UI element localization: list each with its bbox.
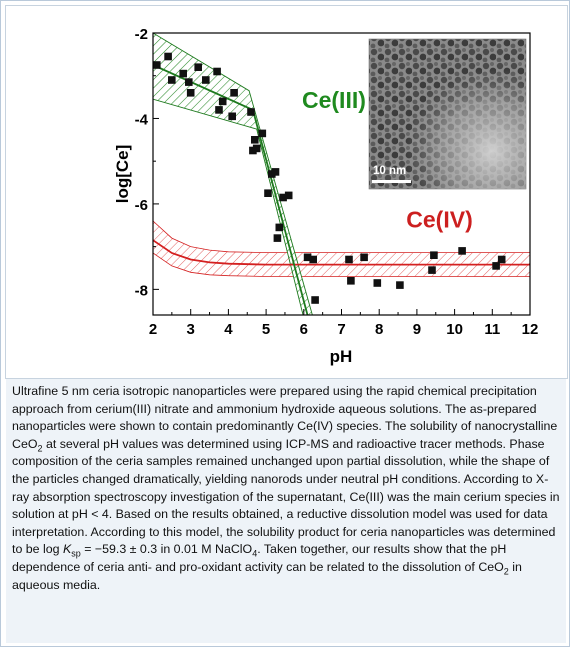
graphical-abstract: 10 nm 2 3 4 5 6 7 8 9 10 11 12 -2 -4 -6 -8 Ce(III) Ce(… xyxy=(5,5,568,379)
ce4-band-lower-edge xyxy=(153,252,530,277)
data-point xyxy=(258,129,267,138)
solubility-chart: 10 nm 2 3 4 5 6 7 8 9 10 11 12 -2 -4 -6 -8 Ce(III) Ce(… xyxy=(113,26,539,366)
data-point xyxy=(273,234,282,242)
x-tick-label: 3 xyxy=(187,321,195,338)
data-point xyxy=(284,191,293,200)
data-point xyxy=(347,277,355,285)
x-tick-label: 7 xyxy=(337,321,345,338)
data-point xyxy=(264,189,272,197)
k-symbol: K xyxy=(62,542,72,557)
data-point xyxy=(428,266,436,274)
tem-micrograph-inset: 10 nm xyxy=(368,38,527,190)
subscript-4: 4 xyxy=(252,548,258,559)
subscript-2: 2 xyxy=(37,443,43,454)
ce3-annotation: Ce(III) xyxy=(302,87,366,113)
ce4-fit-line xyxy=(153,239,530,266)
data-point xyxy=(271,168,280,176)
data-point xyxy=(360,253,368,262)
scale-bar xyxy=(372,180,411,183)
data-point xyxy=(311,296,319,304)
subscript-2b: 2 xyxy=(503,566,509,577)
data-point xyxy=(252,144,261,153)
y-tick-label: -4 xyxy=(135,111,149,128)
abstract-part-4: . Taken together, our results show that … xyxy=(12,542,507,574)
ce4-annotation: Ce(IV) xyxy=(406,206,472,232)
data-point xyxy=(168,76,176,84)
data-points xyxy=(153,52,506,304)
scale-bar-label: 10 nm xyxy=(373,165,406,177)
y-tick-label: -8 xyxy=(135,282,148,299)
abstract-part-5: in aqueous media. xyxy=(12,559,522,592)
data-point xyxy=(228,112,236,121)
data-point xyxy=(164,52,172,61)
x-tick-label: 5 xyxy=(262,321,270,338)
x-tick-label: 10 xyxy=(446,321,463,338)
data-point xyxy=(251,136,259,144)
data-point xyxy=(153,61,161,69)
x-tick-label: 9 xyxy=(413,321,421,338)
data-point xyxy=(215,106,223,114)
data-point xyxy=(202,76,210,84)
y-tick-label: -6 xyxy=(135,197,148,214)
abstract-text: Ultrafine 5 nm ceria isotropic nanoparti… xyxy=(6,379,566,643)
data-point xyxy=(345,255,353,264)
abstract-part-3: = −59.3 ± 0.3 in 0.01 M NaClO xyxy=(80,542,253,557)
data-point xyxy=(179,69,187,78)
x-tick-label: 12 xyxy=(522,321,539,338)
x-tick-label: 4 xyxy=(224,321,233,338)
ce4-band-upper-edge xyxy=(153,220,530,254)
data-point xyxy=(430,251,438,259)
data-point xyxy=(492,262,500,270)
y-axis-label: log[Ce] xyxy=(113,145,132,204)
data-point xyxy=(247,108,255,116)
x-tick-label: 11 xyxy=(484,321,500,338)
data-point xyxy=(275,223,284,232)
abstract-part-1: Ultrafine 5 nm ceria isotropic nanoparti… xyxy=(12,384,558,451)
data-point xyxy=(309,255,317,264)
y-tick-label: -2 xyxy=(135,26,148,43)
ce3-uncertainty-band xyxy=(153,33,313,315)
data-point xyxy=(303,253,312,262)
ce4-uncertainty-band xyxy=(153,221,530,277)
x-tick-label: 8 xyxy=(375,321,383,338)
data-point xyxy=(186,89,195,97)
data-point xyxy=(218,97,227,106)
data-point xyxy=(458,247,466,255)
data-point xyxy=(373,279,382,287)
axis-ticks: 2 3 4 5 6 7 8 9 10 11 12 -2 -4 -6 -8 xyxy=(135,26,539,338)
subscript-sp: sp xyxy=(71,548,81,559)
data-point xyxy=(213,67,221,76)
abstract-part-2: at several pH values was determined usin… xyxy=(12,436,560,557)
x-tick-label: 6 xyxy=(300,321,308,338)
x-tick-label: 2 xyxy=(149,321,157,338)
data-point xyxy=(230,89,238,97)
data-point xyxy=(497,255,506,264)
data-point xyxy=(279,193,287,202)
data-point xyxy=(396,281,404,289)
data-point xyxy=(185,78,193,86)
x-axis-label: pH xyxy=(330,347,353,366)
data-point xyxy=(194,63,202,71)
